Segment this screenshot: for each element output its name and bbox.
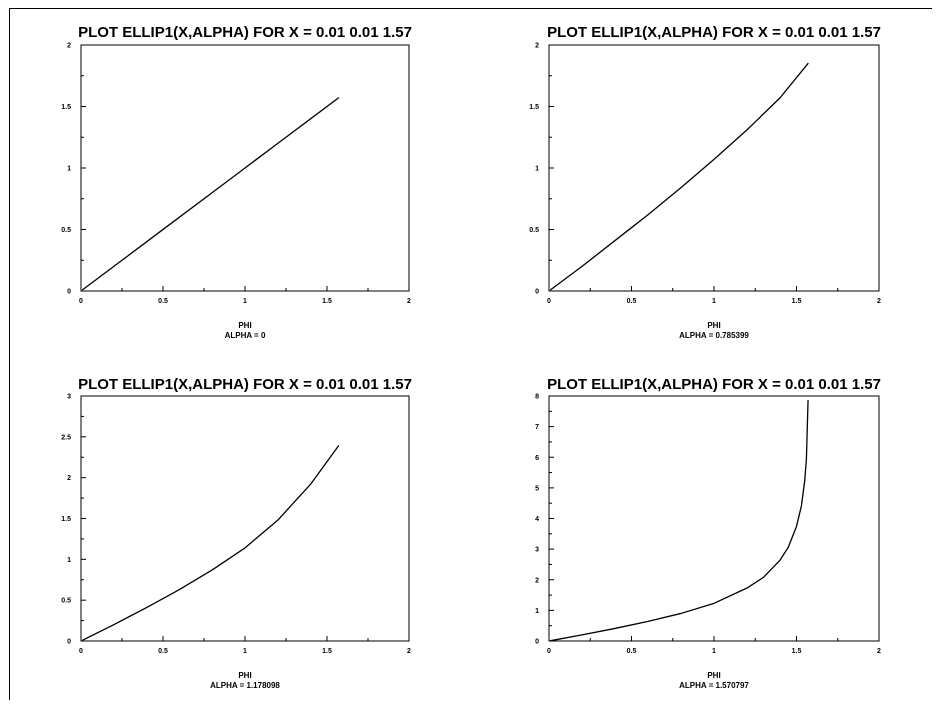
y-tick-label: 2 bbox=[535, 43, 539, 50]
chart-title: PLOT ELLIP1(X,ALPHA) FOR X = 0.01 0.01 1… bbox=[547, 24, 881, 41]
chart-subtitle: ALPHA = 0 bbox=[225, 331, 266, 340]
plot-window bbox=[9, 8, 932, 700]
x-tick-label: 0 bbox=[547, 298, 551, 305]
y-tick-label: 0.5 bbox=[529, 227, 539, 234]
y-tick-label: 1 bbox=[67, 557, 71, 564]
x-tick-label: 0.5 bbox=[158, 648, 168, 655]
x-tick-label: 0 bbox=[79, 648, 83, 655]
x-tick-label: 1.5 bbox=[322, 298, 332, 305]
series-line bbox=[550, 399, 809, 642]
x-tick-label: 0 bbox=[547, 648, 551, 655]
y-tick-label: 2 bbox=[67, 475, 71, 482]
x-tick-label: 0.5 bbox=[158, 298, 168, 305]
y-tick-label: 2.5 bbox=[61, 434, 71, 441]
plot-area bbox=[548, 395, 880, 642]
chart-2: PLOT ELLIP1(X,ALPHA) FOR X = 0.01 0.01 1… bbox=[529, 24, 881, 340]
y-tick-label: 1 bbox=[535, 166, 539, 173]
x-axis-label: PHI bbox=[238, 321, 251, 330]
chart-subtitle: ALPHA = 1.570797 bbox=[679, 681, 749, 690]
y-tick-label: 1.5 bbox=[529, 104, 539, 111]
y-tick-label: 1 bbox=[535, 608, 539, 615]
plot-area bbox=[80, 395, 410, 642]
chart-3: PLOT ELLIP1(X,ALPHA) FOR X = 0.01 0.01 1… bbox=[61, 376, 412, 690]
y-tick-label: 0 bbox=[67, 289, 71, 296]
chart-title: PLOT ELLIP1(X,ALPHA) FOR X = 0.01 0.01 1… bbox=[78, 24, 412, 41]
series-line bbox=[550, 62, 809, 291]
y-tick-label: 5 bbox=[535, 485, 539, 492]
y-tick-label: 0.5 bbox=[61, 227, 71, 234]
chart-subtitle: ALPHA = 1.178098 bbox=[210, 681, 280, 690]
chart-title: PLOT ELLIP1(X,ALPHA) FOR X = 0.01 0.01 1… bbox=[547, 376, 881, 393]
x-axis-label: PHI bbox=[238, 671, 251, 680]
y-tick-label: 4 bbox=[535, 516, 539, 523]
y-tick-label: 1 bbox=[67, 166, 71, 173]
x-tick-label: 1.5 bbox=[792, 648, 802, 655]
y-tick-label: 6 bbox=[535, 455, 539, 462]
chart-title: PLOT ELLIP1(X,ALPHA) FOR X = 0.01 0.01 1… bbox=[78, 376, 412, 393]
y-tick-label: 0 bbox=[535, 289, 539, 296]
chart-4: PLOT ELLIP1(X,ALPHA) FOR X = 0.01 0.01 1… bbox=[535, 376, 881, 690]
series-line bbox=[81, 97, 340, 291]
y-tick-label: 0 bbox=[67, 639, 71, 646]
x-tick-label: 1.5 bbox=[322, 648, 332, 655]
x-axis-label: PHI bbox=[707, 671, 720, 680]
y-tick-label: 3 bbox=[67, 394, 71, 401]
y-tick-label: 0 bbox=[535, 639, 539, 646]
y-tick-label: 1.5 bbox=[61, 104, 71, 111]
y-tick-label: 8 bbox=[535, 394, 539, 401]
x-tick-label: 2 bbox=[877, 298, 881, 305]
chart-subtitle: ALPHA = 0.785399 bbox=[679, 331, 749, 340]
x-tick-label: 0 bbox=[79, 298, 83, 305]
x-tick-label: 2 bbox=[407, 648, 411, 655]
chart-1: PLOT ELLIP1(X,ALPHA) FOR X = 0.01 0.01 1… bbox=[61, 24, 412, 340]
x-tick-label: 2 bbox=[877, 648, 881, 655]
x-tick-label: 1 bbox=[243, 298, 247, 305]
x-tick-label: 1.5 bbox=[792, 298, 802, 305]
y-tick-label: 3 bbox=[535, 547, 539, 554]
y-tick-label: 0.5 bbox=[61, 598, 71, 605]
y-tick-label: 2 bbox=[67, 43, 71, 50]
series-line bbox=[81, 445, 340, 641]
y-tick-label: 7 bbox=[535, 424, 539, 431]
x-tick-label: 2 bbox=[407, 298, 411, 305]
y-tick-label: 1.5 bbox=[61, 516, 71, 523]
x-tick-label: 0.5 bbox=[627, 298, 637, 305]
x-tick-label: 1 bbox=[243, 648, 247, 655]
x-axis-label: PHI bbox=[707, 321, 720, 330]
x-tick-label: 0.5 bbox=[627, 648, 637, 655]
x-tick-label: 1 bbox=[712, 648, 716, 655]
y-tick-label: 2 bbox=[535, 577, 539, 584]
x-tick-label: 1 bbox=[712, 298, 716, 305]
